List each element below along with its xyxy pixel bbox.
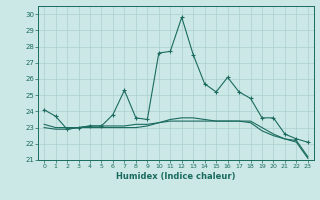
X-axis label: Humidex (Indice chaleur): Humidex (Indice chaleur) xyxy=(116,172,236,181)
